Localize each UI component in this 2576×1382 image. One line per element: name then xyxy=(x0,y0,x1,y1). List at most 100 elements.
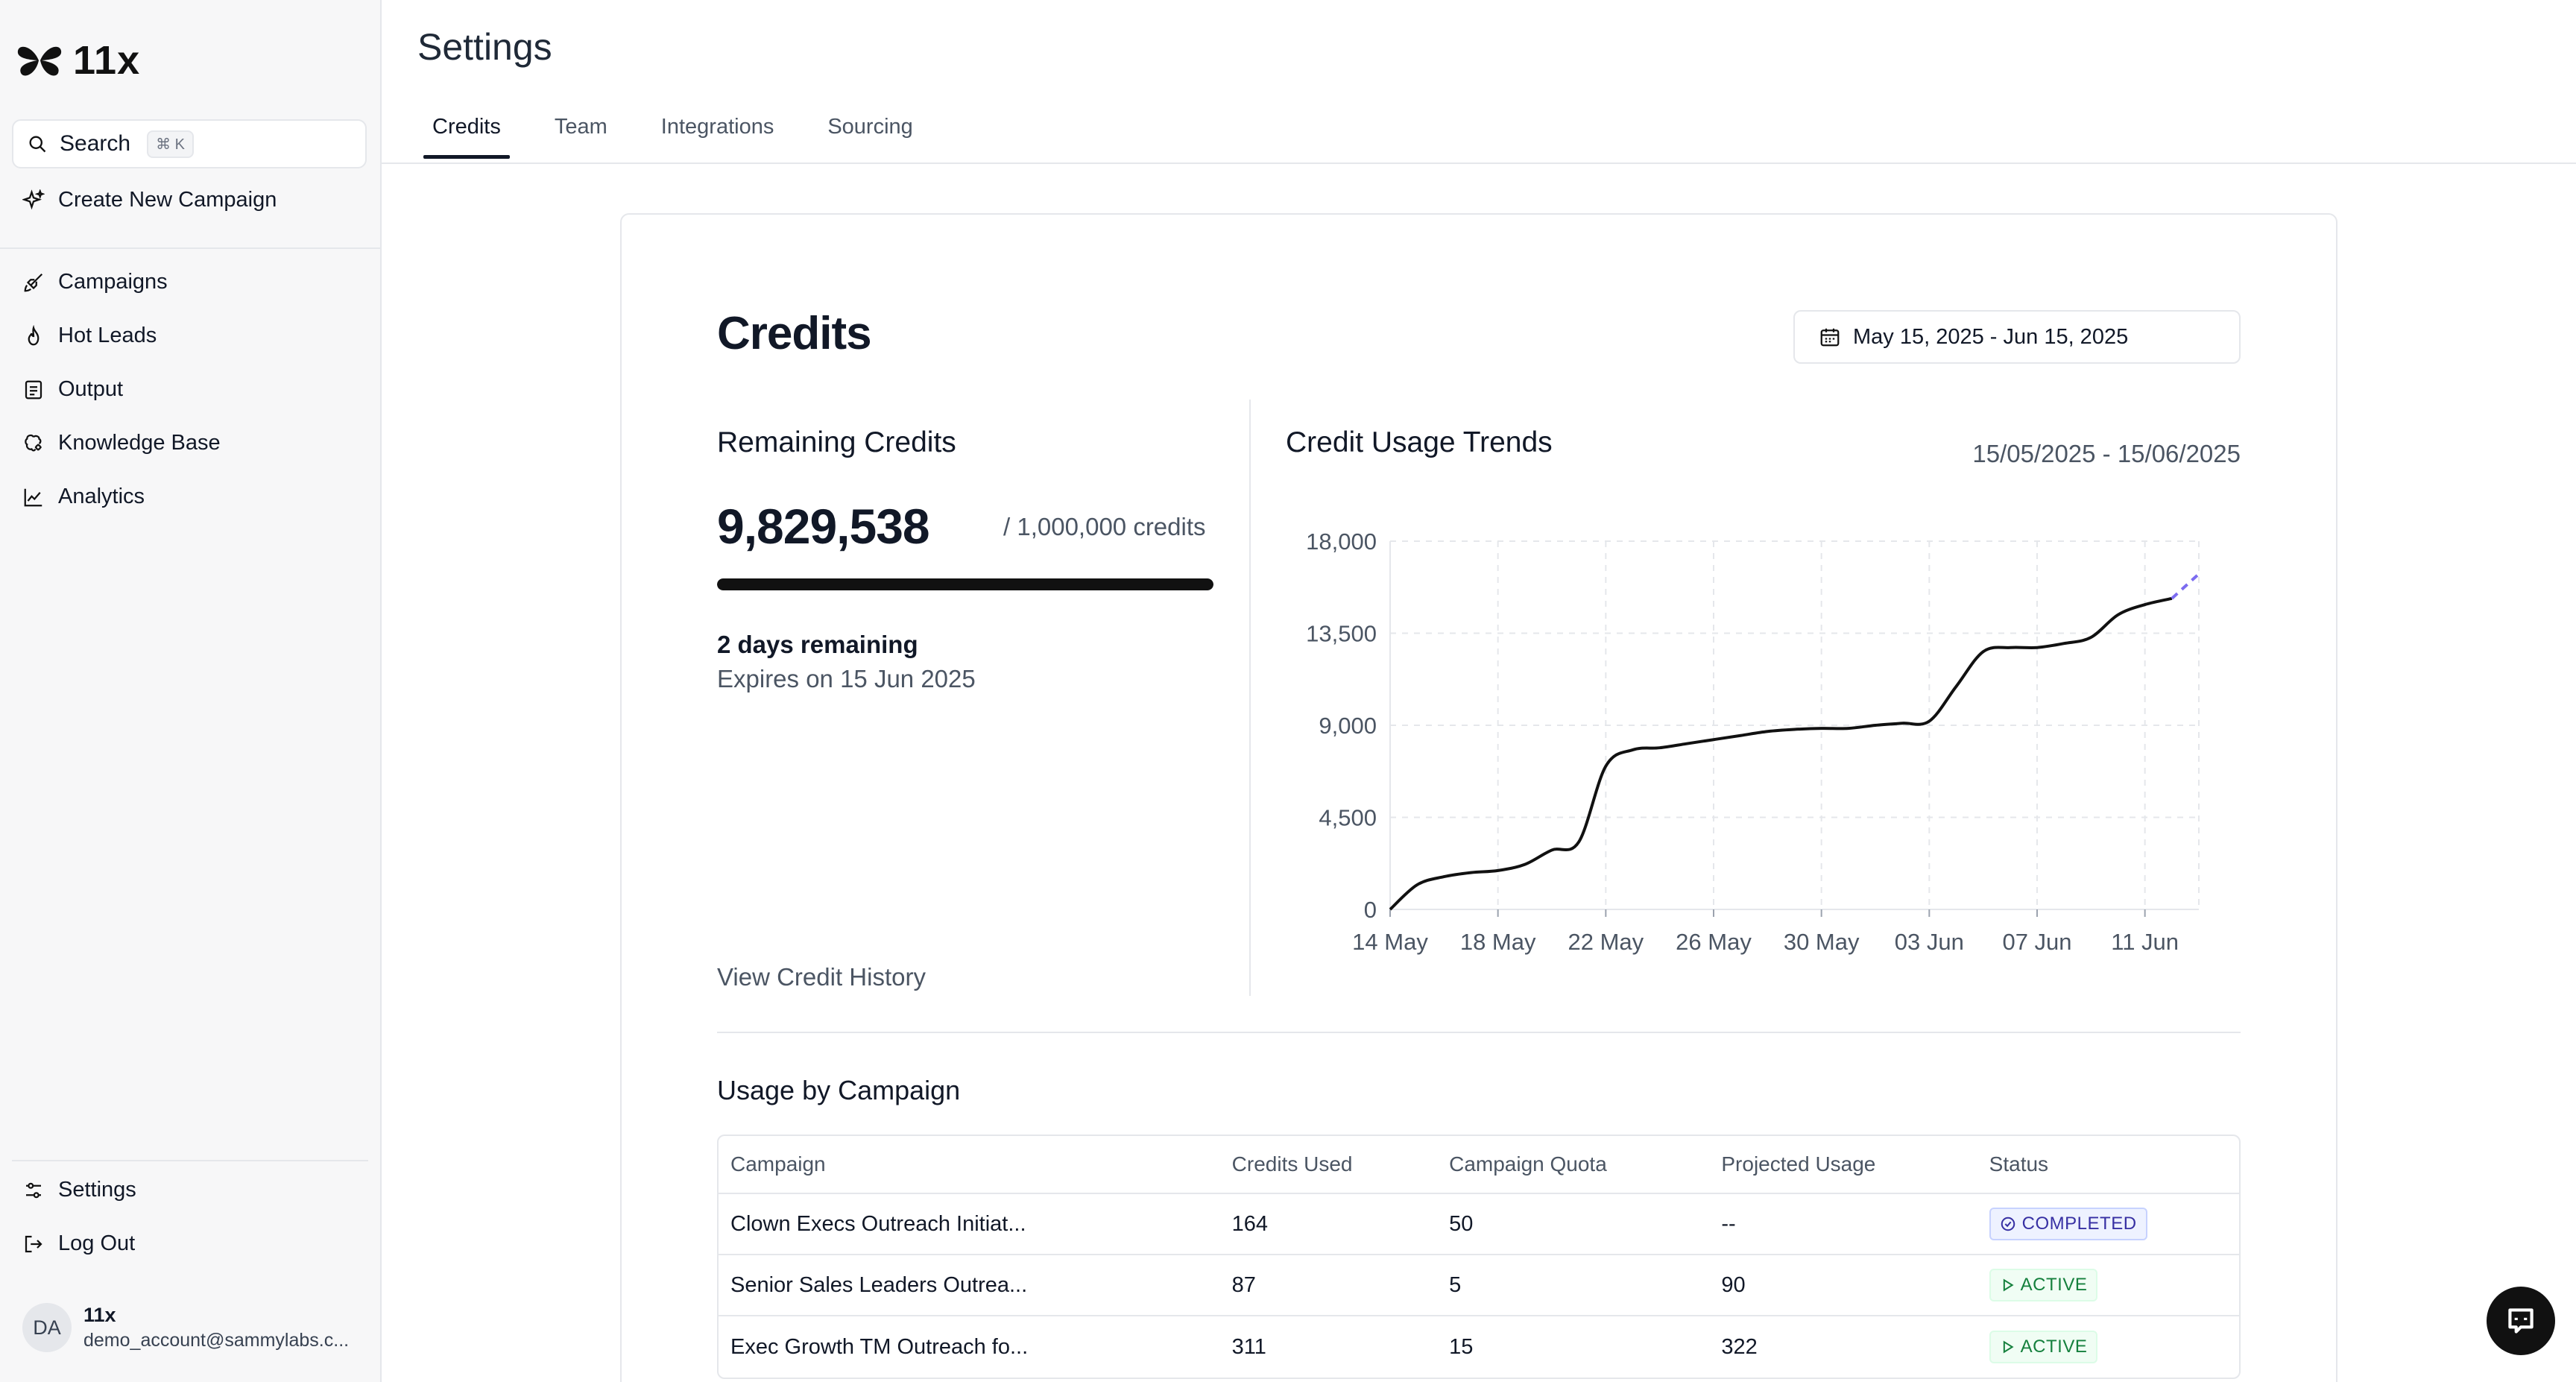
sidebar-item-label: Knowledge Base xyxy=(58,431,221,455)
column-header[interactable]: Campaign xyxy=(730,1152,826,1176)
campaign-name: Clown Execs Outreach Initiat... xyxy=(730,1211,1026,1236)
avatar: DA xyxy=(22,1303,72,1352)
usage-table: Campaign Credits Used Campaign Quota Pro… xyxy=(717,1135,2241,1379)
usage-by-campaign-title: Usage by Campaign xyxy=(717,1075,961,1105)
campaign-name: Exec Growth TM Outreach fo... xyxy=(730,1334,1029,1359)
remaining-credits-value: 9,829,538 xyxy=(717,499,930,554)
settings-tabs: Credits Team Integrations Sourcing xyxy=(417,110,952,159)
status-cell: COMPLETED xyxy=(1977,1208,2239,1240)
campaign-quota: 15 xyxy=(1449,1334,1474,1359)
user-email: demo_account@sammylabs.c... xyxy=(83,1330,350,1351)
x-tick-label: 30 May xyxy=(1784,929,1860,955)
x-tick-label: 11 Jun xyxy=(2111,929,2179,955)
column-divider xyxy=(1249,400,1251,996)
y-tick-label: 13,500 xyxy=(1306,621,1377,647)
column-header[interactable]: Status xyxy=(1989,1152,2049,1176)
column-header[interactable]: Projected Usage xyxy=(1721,1152,1876,1176)
status-badge: ACTIVE xyxy=(1989,1331,2098,1363)
search-label: Search xyxy=(60,131,131,156)
trend-date-range: 15/05/2025 - 15/06/2025 xyxy=(1972,440,2241,467)
butterfly-logo-icon xyxy=(17,46,62,76)
status-cell: ACTIVE xyxy=(1977,1331,2239,1363)
header-divider xyxy=(382,163,2576,164)
credits-used: 87 xyxy=(1231,1272,1256,1297)
sidebar-item-knowledge-base[interactable]: Knowledge Base xyxy=(22,431,221,455)
sidebar: 11x Search ⌘ K Create New Campaign Campa… xyxy=(0,0,382,1382)
expiry-date: Expires on 15 Jun 2025 xyxy=(717,665,976,692)
sidebar-item-hot-leads[interactable]: Hot Leads xyxy=(22,324,157,348)
document-icon xyxy=(25,380,42,399)
tab-sourcing[interactable]: Sourcing xyxy=(827,115,913,139)
check-circle-icon xyxy=(2001,1217,2015,1231)
chat-support-button[interactable] xyxy=(2487,1287,2555,1355)
status-badge: ACTIVE xyxy=(1989,1269,2098,1301)
search-input[interactable]: Search ⌘ K xyxy=(12,119,367,168)
sparkle-icon xyxy=(22,189,45,209)
x-tick-label: 14 May xyxy=(1352,929,1428,955)
status-badge: COMPLETED xyxy=(1989,1208,2147,1240)
chart-line-icon xyxy=(24,488,42,506)
sidebar-item-label: Log Out xyxy=(58,1231,136,1255)
section-divider xyxy=(717,1032,2241,1033)
play-icon xyxy=(2003,1340,2014,1354)
table-row[interactable]: Senior Sales Leaders Outrea... 87 5 90 A… xyxy=(719,1255,2239,1316)
credit-usage-chart: 0 4,500 9,000 13,500 18,000 14 May 18 May 22 Ma… xyxy=(1306,528,2200,955)
date-range-value: May 15, 2025 - Jun 15, 2025 xyxy=(1853,324,2129,349)
y-tick-label: 4,500 xyxy=(1319,805,1377,831)
user-org: 11x xyxy=(83,1304,116,1326)
create-campaign-button[interactable]: Create New Campaign xyxy=(22,188,277,212)
days-remaining: 2 days remaining xyxy=(717,631,918,658)
status-cell: ACTIVE xyxy=(1977,1269,2239,1301)
y-tick-label: 0 xyxy=(1364,897,1377,923)
brand-name: 11x xyxy=(73,38,141,83)
x-tick-label: 18 May xyxy=(1460,929,1536,955)
column-header[interactable]: Credits Used xyxy=(1231,1152,1353,1176)
sidebar-item-label: Settings xyxy=(58,1178,136,1202)
page-title: Settings xyxy=(417,26,552,68)
logout-button[interactable]: Log Out xyxy=(22,1231,135,1256)
search-shortcut: ⌘ K xyxy=(147,130,194,158)
x-tick-label: 22 May xyxy=(1568,929,1644,955)
create-campaign-label: Create New Campaign xyxy=(58,188,277,212)
tab-team[interactable]: Team xyxy=(554,115,607,139)
total-credits-label: / 1,000,000 credits xyxy=(1003,513,1206,540)
user-profile[interactable]: DA 11x demo_account@sammylabs.c... xyxy=(22,1303,349,1352)
sidebar-item-campaigns[interactable]: Campaigns xyxy=(22,270,168,294)
sidebar-item-label: Analytics xyxy=(58,485,145,508)
remaining-credits-title: Remaining Credits xyxy=(717,426,956,458)
sidebar-divider xyxy=(0,247,380,249)
credits-card xyxy=(620,213,2337,1382)
credits-title: Credits xyxy=(717,308,872,359)
campaign-name: Senior Sales Leaders Outrea... xyxy=(730,1272,1028,1297)
column-header[interactable]: Campaign Quota xyxy=(1449,1152,1607,1176)
chat-icon xyxy=(2508,1308,2534,1334)
sidebar-item-label: Campaigns xyxy=(58,270,168,294)
table-header-row: Campaign Credits Used Campaign Quota Pro… xyxy=(719,1136,2239,1194)
brand-logo[interactable]: 11x xyxy=(16,37,140,83)
search-icon xyxy=(29,136,46,153)
y-tick-label: 9,000 xyxy=(1319,713,1377,739)
x-tick-label: 03 Jun xyxy=(1895,929,1964,955)
credits-used: 311 xyxy=(1231,1334,1266,1359)
tab-credits[interactable]: Credits xyxy=(417,110,516,159)
tab-integrations[interactable]: Integrations xyxy=(660,115,774,139)
credits-used: 164 xyxy=(1231,1211,1269,1236)
table-row[interactable]: Exec Growth TM Outreach fo... 311 15 322… xyxy=(719,1316,2239,1378)
sidebar-item-analytics[interactable]: Analytics xyxy=(22,485,145,509)
sidebar-divider xyxy=(12,1160,368,1161)
table-row[interactable]: Clown Execs Outreach Initiat... 164 50 -… xyxy=(719,1194,2239,1255)
date-range-picker[interactable]: May 15, 2025 - Jun 15, 2025 xyxy=(1793,310,2241,364)
status-text: COMPLETED xyxy=(2021,1214,2137,1234)
sidebar-item-settings[interactable]: Settings xyxy=(22,1178,136,1202)
play-icon xyxy=(2003,1278,2014,1292)
brain-icon xyxy=(25,434,42,451)
sidebar-item-output[interactable]: Output xyxy=(22,377,123,402)
campaign-quota: 50 xyxy=(1449,1211,1474,1236)
sidebar-item-label: Hot Leads xyxy=(58,324,157,347)
sidebar-item-label: Output xyxy=(58,377,124,401)
sliders-icon xyxy=(26,1182,41,1198)
view-credit-history-link[interactable]: View Credit History xyxy=(717,963,926,991)
projected-usage: 322 xyxy=(1721,1334,1758,1359)
trend-title: Credit Usage Trends xyxy=(1286,426,1553,458)
x-tick-label: 26 May xyxy=(1676,929,1752,955)
